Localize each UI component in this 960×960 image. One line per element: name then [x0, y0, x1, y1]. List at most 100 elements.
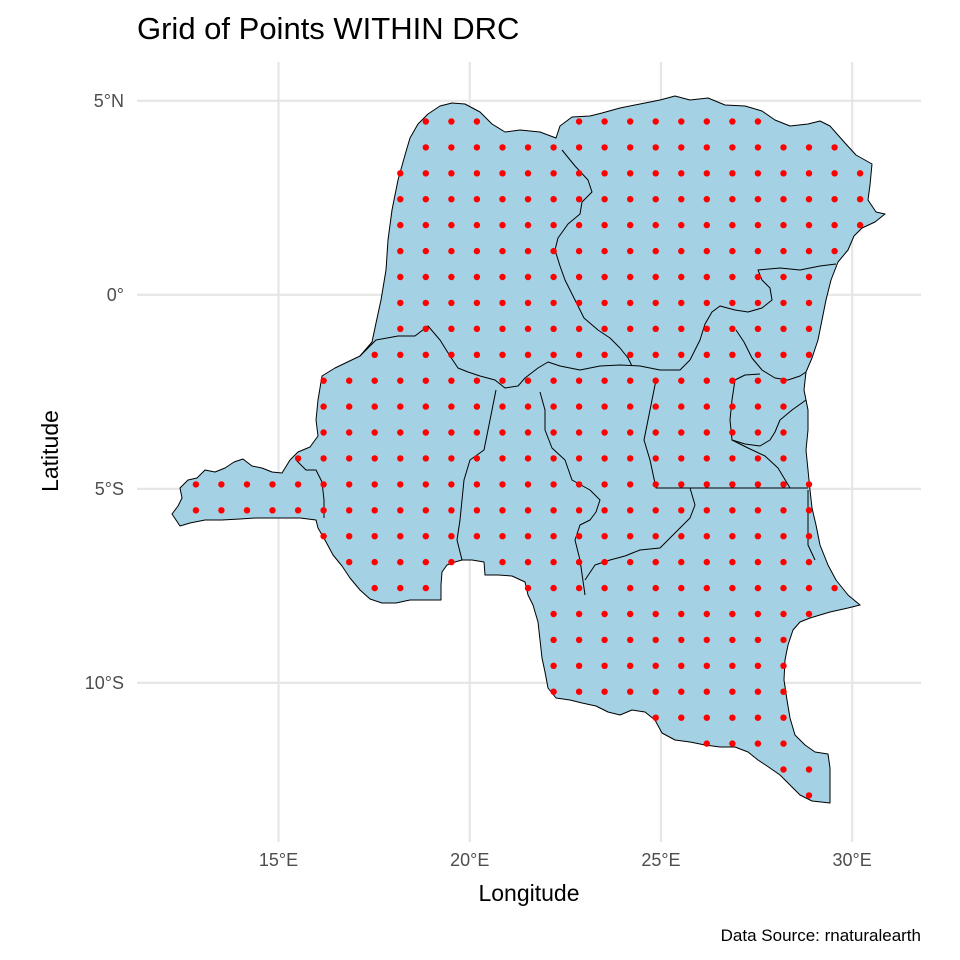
grid-point: [805, 507, 813, 514]
grid-point: [754, 351, 762, 358]
grid-point: [805, 558, 813, 566]
grid-point: [729, 273, 736, 281]
province-border-lomami: [643, 379, 808, 489]
grid-point: [499, 403, 506, 410]
grid-point: [652, 325, 659, 332]
grid-point: [524, 584, 532, 592]
grid-point: [448, 325, 455, 332]
grid-point: [575, 377, 583, 384]
grid-point: [805, 351, 813, 358]
grid-point: [780, 351, 787, 358]
grid-point: [678, 170, 685, 177]
grid-point: [703, 584, 710, 592]
grid-point: [601, 196, 608, 203]
grid-point: [678, 714, 685, 721]
province-border-kasai-central: [456, 389, 497, 561]
grid-point: [575, 325, 583, 332]
grid-point: [346, 558, 353, 566]
grid-point: [831, 221, 838, 229]
grid-point: [652, 584, 659, 592]
grid-point: [703, 688, 710, 695]
province-border-kasai-oriental: [539, 391, 601, 596]
grid-point: [703, 299, 710, 307]
grid-point: [473, 429, 481, 436]
grid-point: [601, 118, 608, 125]
grid-point: [320, 377, 327, 384]
grid-point: [780, 247, 787, 255]
grid-point: [422, 558, 429, 566]
grid-point: [346, 533, 353, 540]
grid-point: [473, 170, 481, 177]
grid-point: [652, 403, 659, 410]
grid-point: [575, 507, 583, 514]
grid-point: [754, 118, 762, 125]
grid-point: [652, 455, 659, 462]
grid-point: [703, 118, 710, 125]
grid-point: [448, 455, 455, 462]
grid-point: [524, 221, 532, 229]
grid-point: [499, 325, 506, 332]
grid-point: [397, 247, 404, 255]
grid-point: [575, 196, 583, 203]
grid-point: [397, 377, 404, 384]
grid-point: [805, 299, 813, 307]
grid-point: [780, 558, 787, 566]
grid-point: [499, 377, 506, 384]
grid-point: [754, 144, 762, 151]
grid-point: [550, 636, 557, 644]
y-tick-label: 5°N: [94, 91, 124, 111]
grid-point: [499, 455, 506, 462]
grid-point: [550, 247, 557, 255]
province-border-tshopo: [689, 263, 837, 361]
grid-point: [678, 507, 685, 514]
grid-point: [422, 170, 429, 177]
grid-point: [550, 299, 557, 307]
grid-point: [218, 481, 225, 488]
grid-point: [601, 351, 608, 358]
grid-point: [627, 299, 634, 307]
grid-point: [678, 584, 685, 592]
grid-point: [754, 662, 762, 669]
grid-point: [320, 481, 327, 488]
grid-point: [422, 533, 429, 540]
grid-point: [448, 273, 455, 281]
data-source-caption: Data Source: rnaturalearth: [721, 926, 921, 945]
grid-point: [729, 584, 736, 592]
grid-point: [473, 455, 481, 462]
grid-point: [524, 196, 532, 203]
grid-point: [524, 403, 532, 410]
grid-point: [346, 403, 353, 410]
grid-point: [703, 196, 710, 203]
grid-point: [550, 273, 557, 281]
grid-point: [550, 221, 557, 229]
grid-point: [499, 558, 506, 566]
grid-point: [371, 558, 378, 566]
grid-point: [652, 144, 659, 151]
grid-point: [652, 170, 659, 177]
grid-point: [448, 533, 455, 540]
grid-point: [780, 533, 787, 540]
grid-point: [754, 299, 762, 307]
grid-point: [754, 740, 762, 747]
grid-point: [473, 507, 481, 514]
grid-point: [499, 247, 506, 255]
grid-point: [601, 455, 608, 462]
grid-point: [678, 688, 685, 695]
grid-point: [729, 688, 736, 695]
grid-point: [754, 610, 762, 618]
grid-point: [524, 558, 532, 566]
grid-point: [448, 351, 455, 358]
grid-point: [575, 273, 583, 281]
grid-point: [678, 662, 685, 669]
grid-point: [550, 170, 557, 177]
grid-point: [780, 455, 787, 462]
grid-point: [601, 481, 608, 488]
grid-point: [499, 221, 506, 229]
grid-point: [269, 481, 276, 488]
grid-point: [678, 377, 685, 384]
grid-point: [627, 533, 634, 540]
grid-point: [780, 429, 787, 436]
grid-point: [294, 507, 302, 514]
grid-point: [703, 558, 710, 566]
